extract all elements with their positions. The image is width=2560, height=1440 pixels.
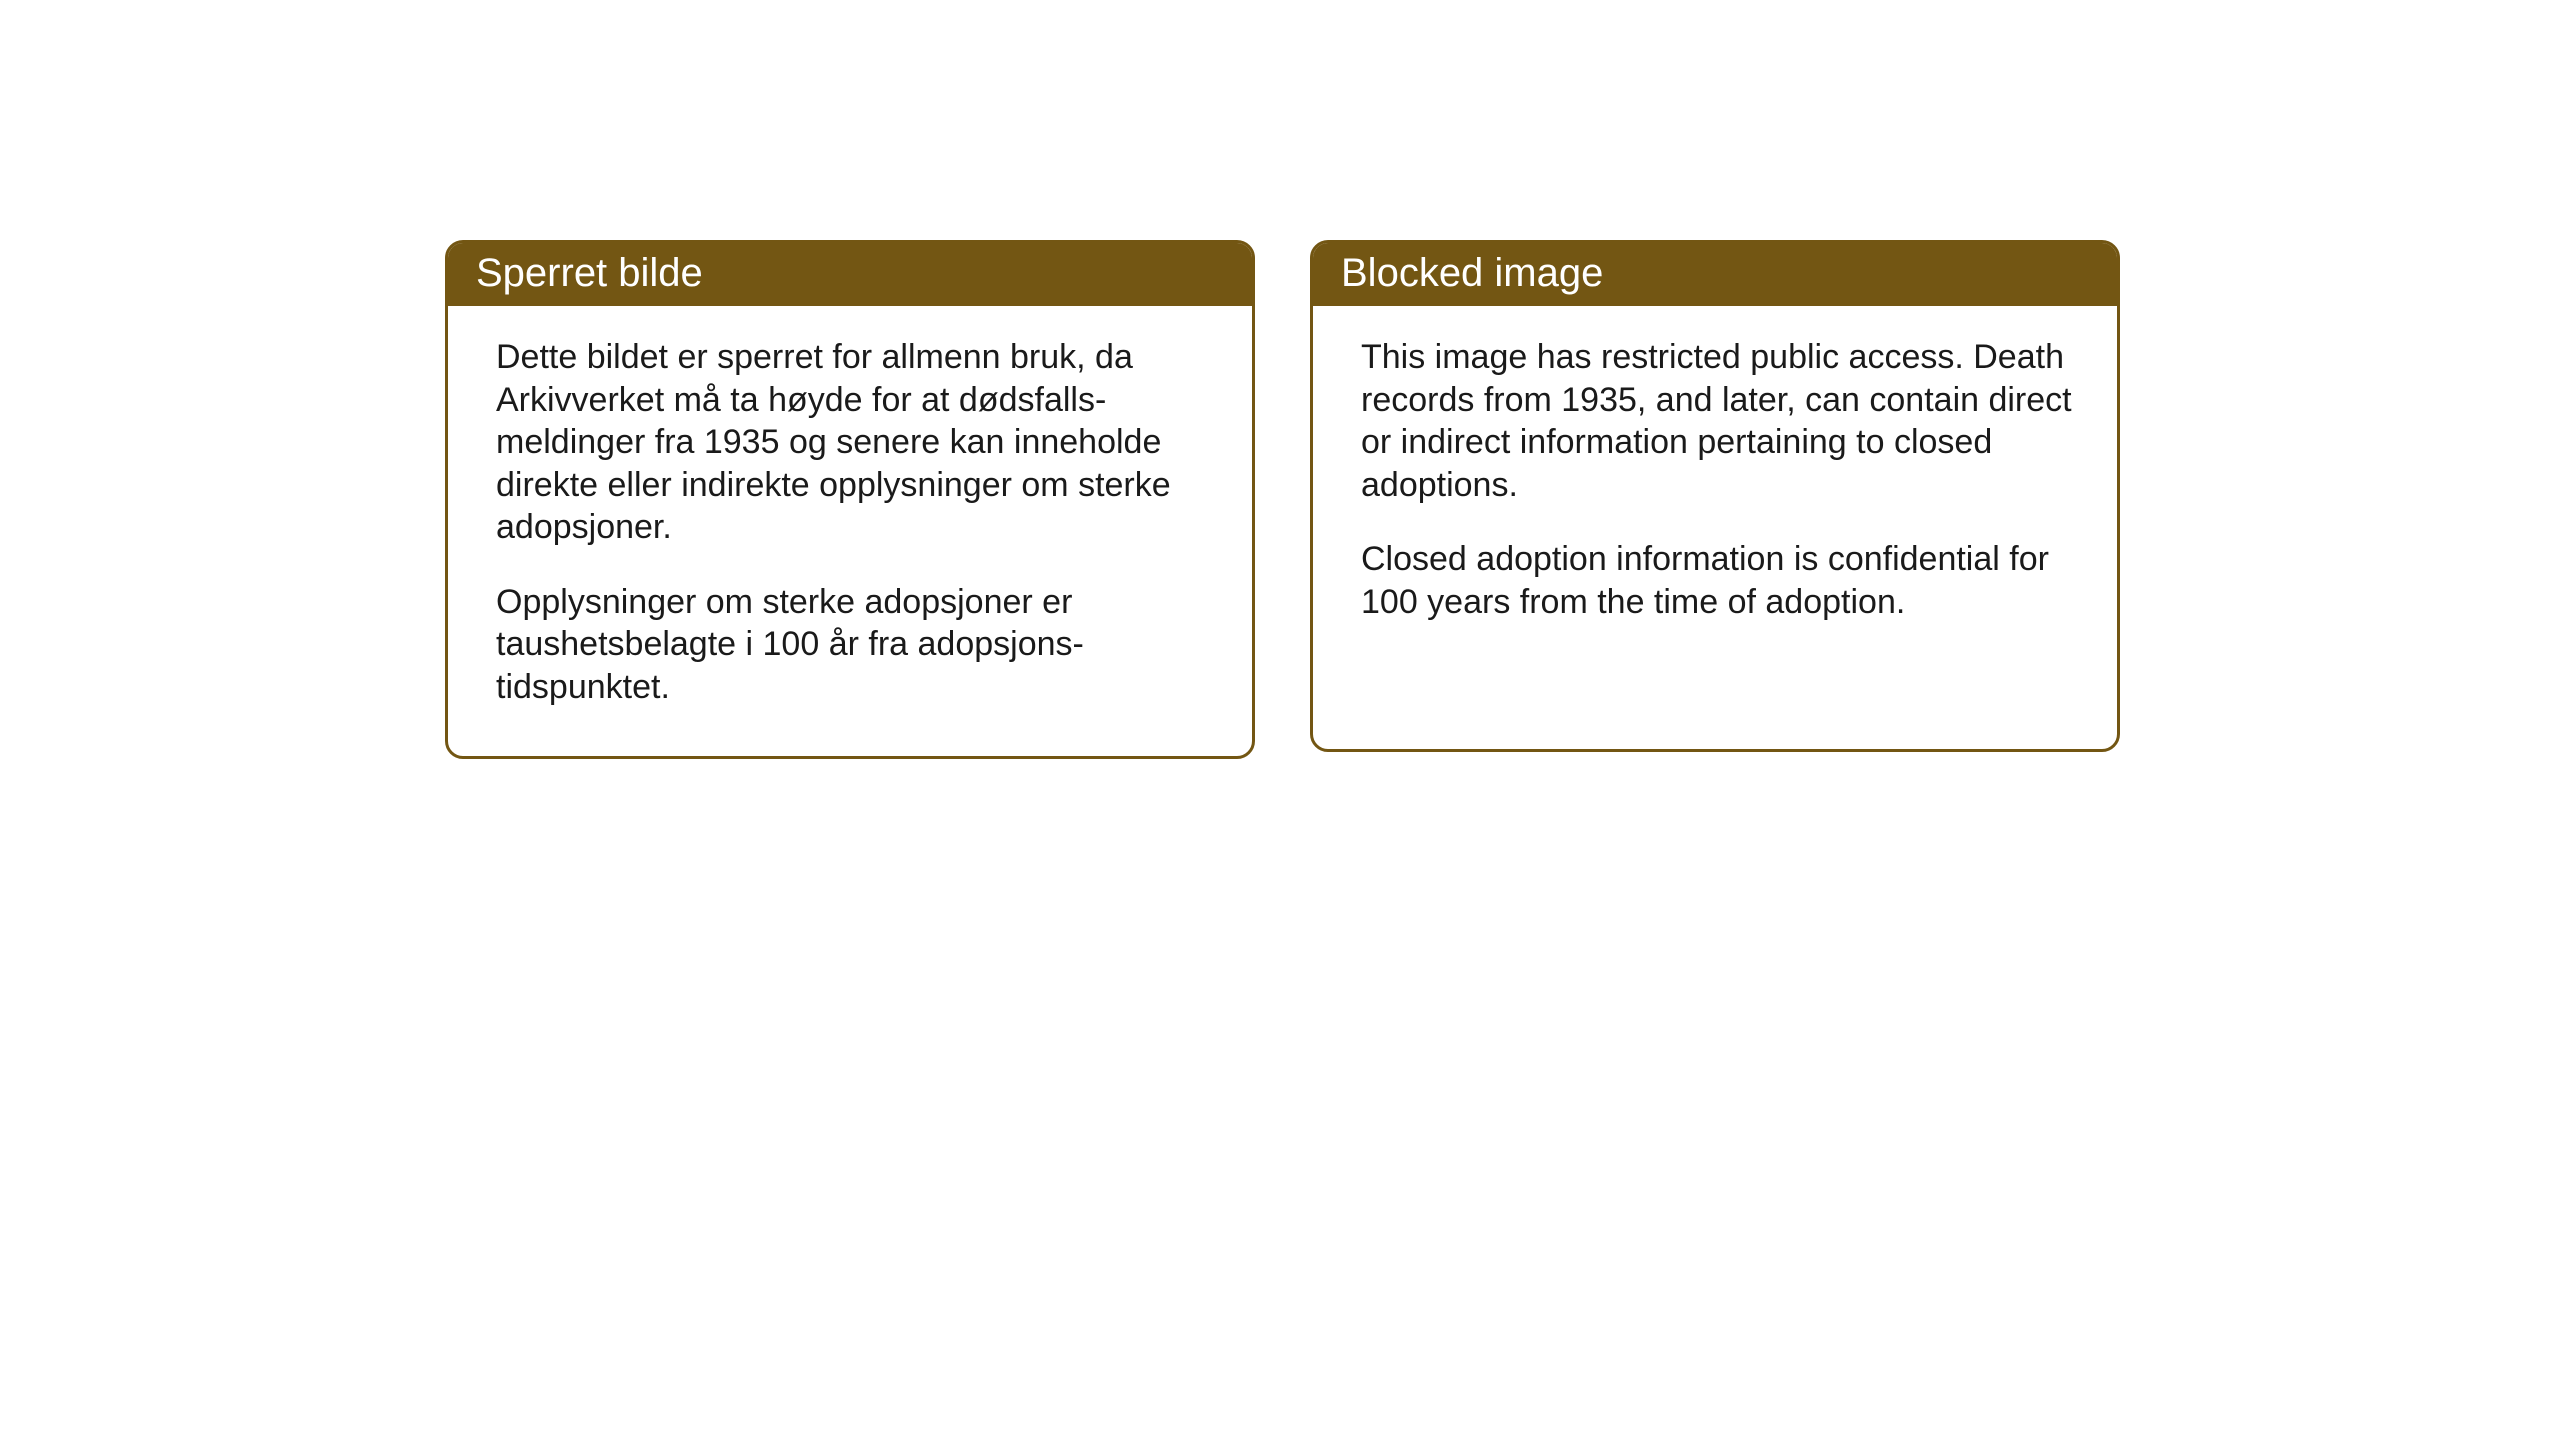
notice-container: Sperret bilde Dette bildet er sperret fo…: [445, 240, 2120, 759]
notice-text-english-p2: Closed adoption information is confident…: [1361, 538, 2075, 623]
notice-header-english: Blocked image: [1313, 243, 2117, 306]
notice-text-english-p1: This image has restricted public access.…: [1361, 336, 2075, 506]
notice-text-norwegian-p2: Opplysninger om sterke adopsjoner er tau…: [496, 581, 1210, 709]
notice-body-english: This image has restricted public access.…: [1313, 306, 2117, 671]
notice-box-english: Blocked image This image has restricted …: [1310, 240, 2120, 752]
notice-text-norwegian-p1: Dette bildet er sperret for allmenn bruk…: [496, 336, 1210, 549]
notice-body-norwegian: Dette bildet er sperret for allmenn bruk…: [448, 306, 1252, 756]
notice-header-norwegian: Sperret bilde: [448, 243, 1252, 306]
notice-box-norwegian: Sperret bilde Dette bildet er sperret fo…: [445, 240, 1255, 759]
